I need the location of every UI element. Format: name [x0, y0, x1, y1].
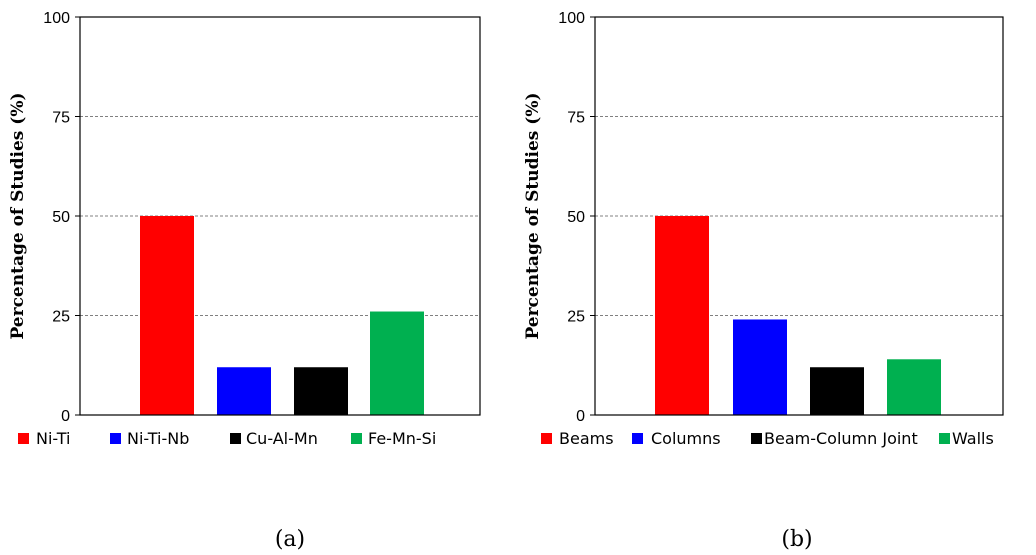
y-tick-label: 100 — [558, 10, 585, 27]
legend-label: Fe-Mn-Si — [368, 429, 436, 448]
y-tick-label: 75 — [567, 110, 585, 127]
y-tick-label: 0 — [61, 408, 70, 425]
y-axis-label: Percentage of Studies (%) — [523, 92, 543, 339]
legend-label: Cu-Al-Mn — [246, 429, 318, 448]
y-tick-label: 75 — [52, 110, 70, 127]
bar-walls — [887, 359, 941, 415]
legend: Beams Columns Beam-Column Joint Walls — [541, 429, 994, 448]
legend-swatch — [18, 433, 29, 444]
plot-area-border — [79, 16, 481, 416]
panel-caption: (a) — [275, 527, 305, 552]
bar-columns — [733, 319, 787, 415]
legend-label: Columns — [651, 429, 721, 448]
bar-beam-column-joint — [810, 367, 864, 415]
y-tick-label: 100 — [43, 10, 70, 27]
legend: Ni-Ti Ni-Ti-Nb Cu-Al-Mn Fe-Mn-Si — [18, 429, 436, 448]
legend-label: Walls — [952, 429, 994, 448]
legend-swatch — [632, 433, 643, 444]
chart-a: 0 25 50 75 100 Percentage of Studies (%) Ni-Ti… — [8, 10, 481, 552]
y-tick-label: 25 — [567, 309, 585, 326]
y-tick-label: 25 — [52, 309, 70, 326]
plot-area-border — [594, 16, 1004, 416]
bar-cu-al-mn — [294, 367, 348, 415]
legend-label: Beam-Column Joint — [764, 429, 918, 448]
chart-b: 0 25 50 75 100 Percentage of Studies (%) Beams… — [523, 10, 1004, 552]
y-axis-label: Percentage of Studies (%) — [8, 92, 28, 339]
y-tick-label: 50 — [567, 209, 585, 226]
bar-ni-ti — [140, 216, 194, 415]
legend-swatch — [351, 433, 362, 444]
legend-label: Ni-Ti-Nb — [127, 429, 189, 448]
legend-swatch — [939, 433, 950, 444]
legend-swatch — [751, 433, 762, 444]
legend-swatch — [541, 433, 552, 444]
legend-label: Ni-Ti — [36, 429, 70, 448]
legend-swatch — [230, 433, 241, 444]
legend-swatch — [110, 433, 121, 444]
y-tick-label: 50 — [52, 209, 70, 226]
bar-fe-mn-si — [370, 311, 424, 415]
bar-beams — [655, 216, 709, 415]
legend-label: Beams — [559, 429, 614, 448]
panel-caption: (b) — [781, 527, 812, 552]
bar-ni-ti-nb — [217, 367, 271, 415]
y-tick-label: 0 — [576, 408, 585, 425]
